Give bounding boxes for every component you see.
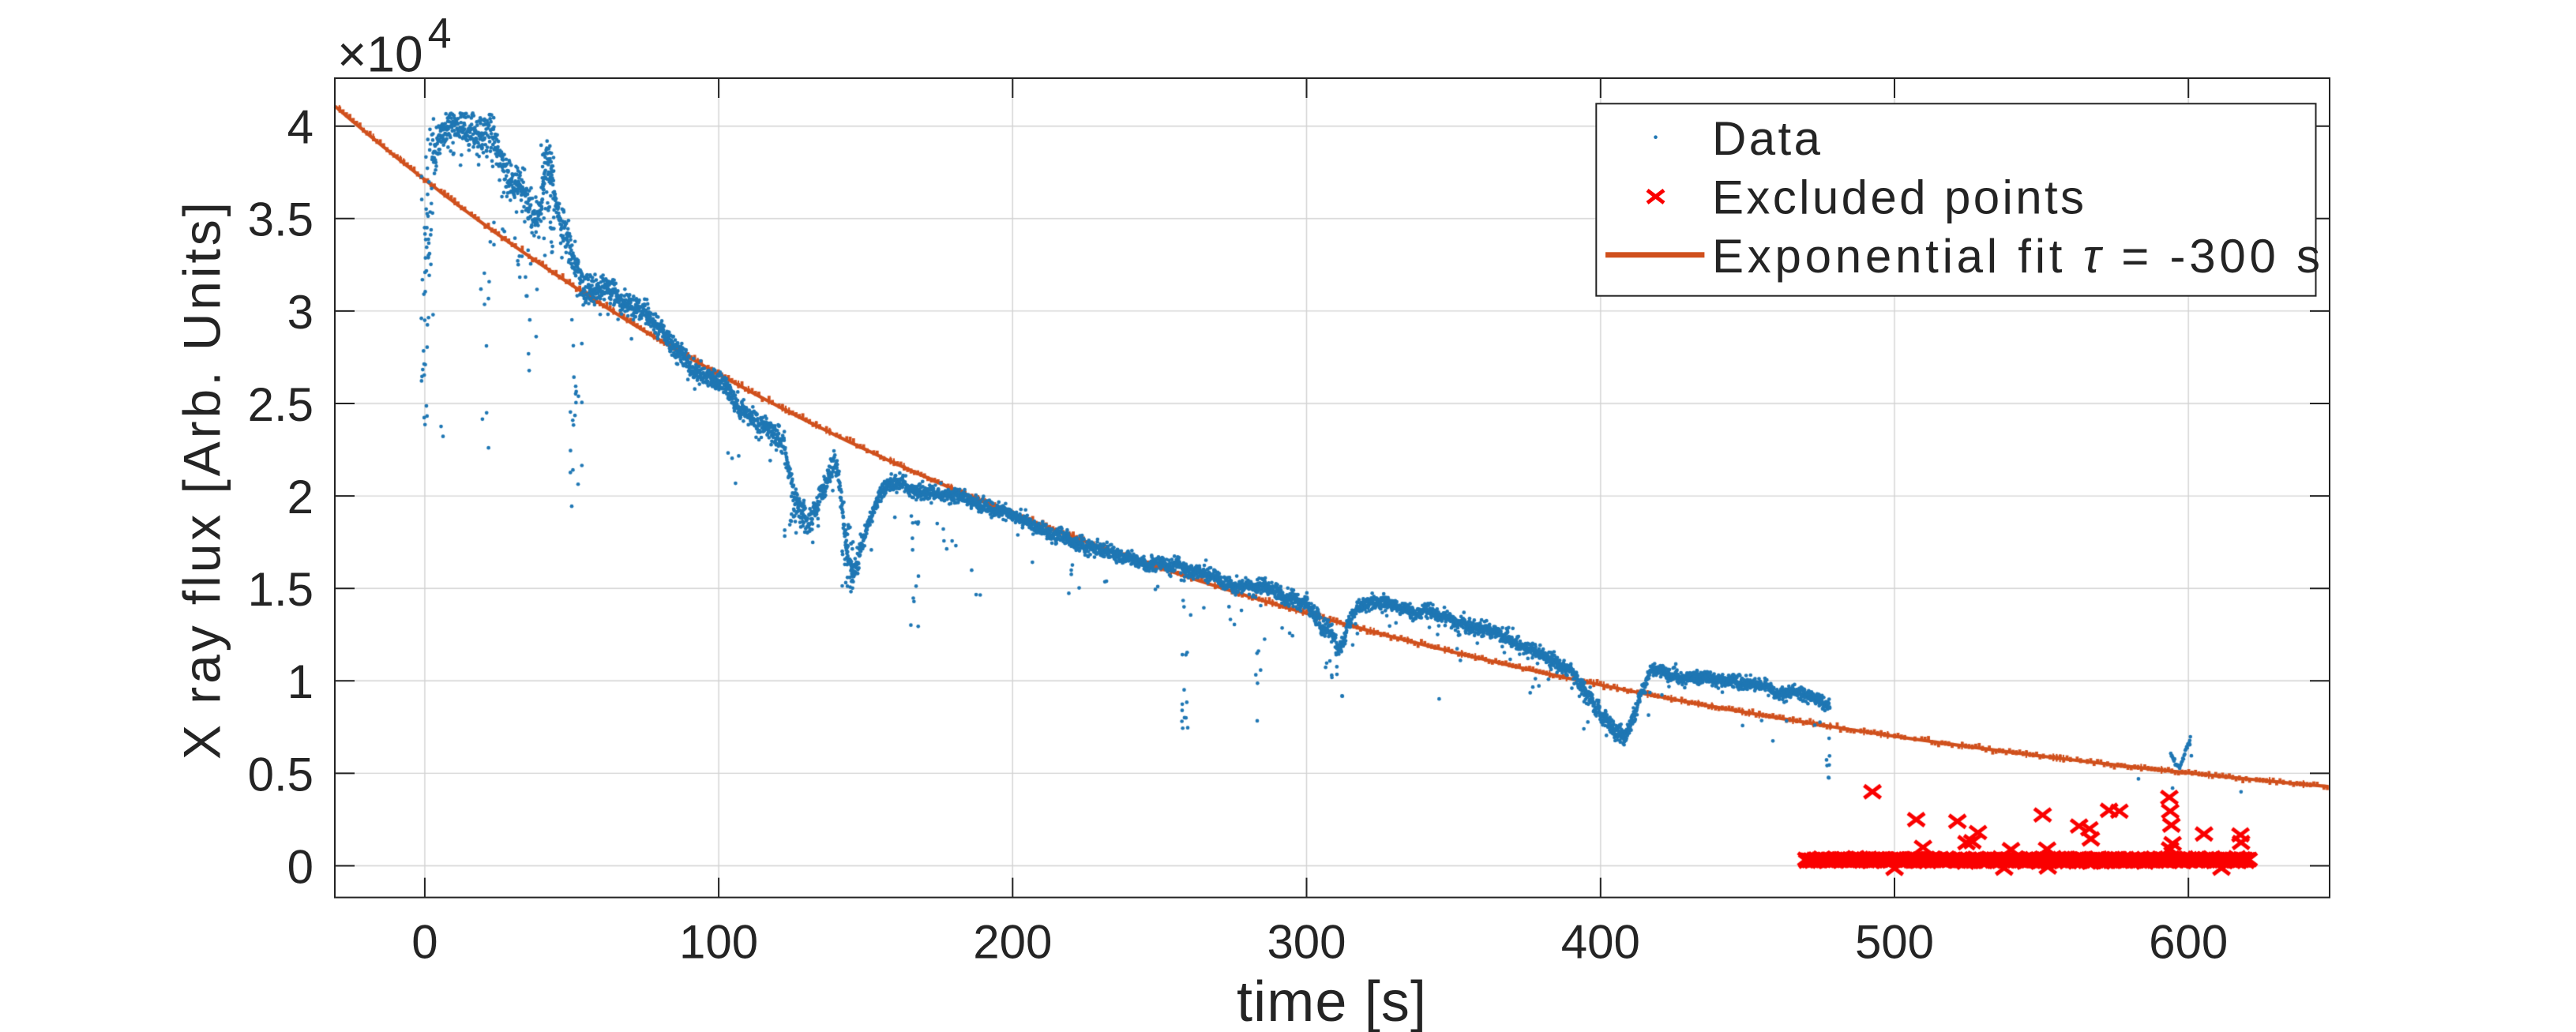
svg-text:time [s]: time [s] [1237, 970, 1426, 1032]
svg-text:1: 1 [287, 655, 314, 708]
svg-text:3.5: 3.5 [248, 193, 314, 246]
svg-text:X ray flux [Arb. Units]: X ray flux [Arb. Units] [173, 202, 231, 760]
svg-text:1.5: 1.5 [248, 563, 314, 616]
svg-text:300: 300 [1267, 916, 1346, 969]
svg-text:2: 2 [287, 471, 314, 524]
svg-text:0.5: 0.5 [248, 748, 314, 801]
svg-text:600: 600 [2149, 916, 2228, 969]
svg-text:4: 4 [287, 101, 314, 154]
svg-text:400: 400 [1561, 916, 1640, 969]
svg-text:×104: ×10 4 [337, 9, 452, 82]
svg-text:Data: Data [1712, 112, 1821, 165]
svg-text:100: 100 [679, 916, 758, 969]
svg-text:500: 500 [1855, 916, 1934, 969]
svg-text:3: 3 [287, 286, 314, 339]
svg-text:0: 0 [287, 840, 314, 893]
svg-text:0: 0 [411, 916, 437, 969]
svg-text:2.5: 2.5 [248, 378, 314, 431]
svg-text:200: 200 [973, 916, 1052, 969]
